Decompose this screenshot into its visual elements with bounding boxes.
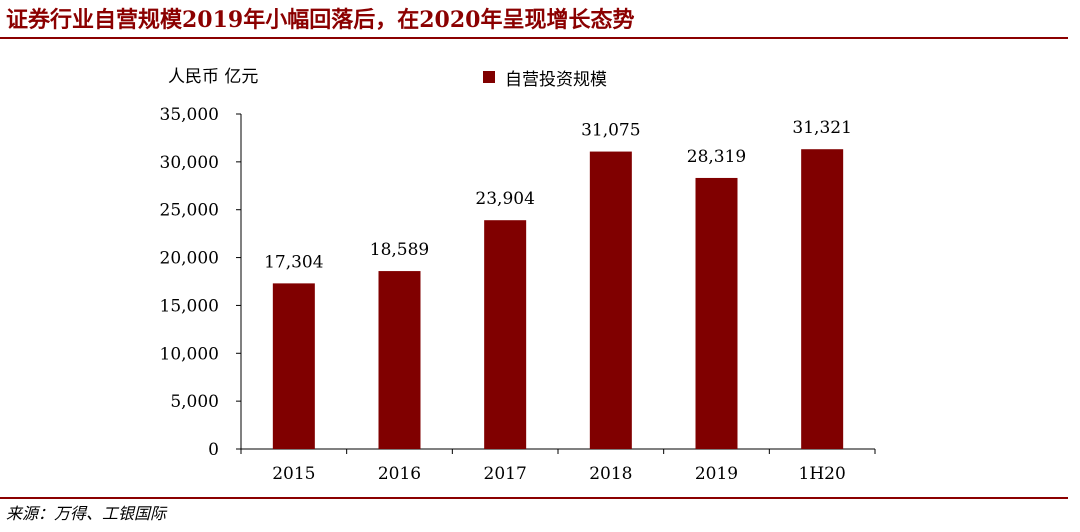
bar — [589, 151, 632, 449]
source-divider — [0, 497, 1068, 499]
bar — [801, 149, 844, 449]
y-tick-label: 25,000 — [160, 201, 219, 221]
bar-value-label: 18,589 — [370, 240, 429, 260]
bar — [272, 283, 315, 449]
x-tick-label: 2019 — [695, 464, 738, 484]
bar — [695, 177, 738, 449]
source-note: 来源：万得、工银国际 — [6, 504, 167, 523]
legend-swatch — [483, 71, 495, 83]
x-tick-label: 2018 — [589, 464, 632, 484]
chart-legend: 自营投资规模 — [483, 66, 607, 90]
bar — [378, 271, 421, 449]
bar-value-label: 23,904 — [475, 189, 534, 209]
y-tick-label: 0 — [208, 440, 219, 460]
x-tick-label: 2016 — [378, 464, 421, 484]
title-divider — [0, 37, 1068, 39]
x-tick-label: 2017 — [484, 464, 527, 484]
y-tick-label: 5,000 — [170, 392, 219, 412]
bar-value-label: 31,321 — [792, 118, 851, 138]
legend-label: 自营投资规模 — [505, 69, 607, 90]
y-tick-label: 15,000 — [160, 296, 219, 316]
y-tick-label: 10,000 — [160, 344, 219, 364]
y-tick-label: 30,000 — [160, 153, 219, 173]
y-tick-label: 35,000 — [160, 105, 219, 125]
bar — [484, 220, 527, 449]
chart-bars — [272, 149, 844, 449]
x-tick-label: 1H20 — [799, 464, 846, 484]
bar-value-label: 17,304 — [264, 252, 323, 272]
chart-labels: 17,304 2015 18,589 2016 23,904 2017 31,075 2018… — [264, 118, 852, 484]
page-title: 证券行业自营规模2019年小幅回落后，在2020年呈现增长态势 — [6, 7, 635, 33]
x-tick-label: 2015 — [272, 464, 315, 484]
y-tick-label: 20,000 — [160, 249, 219, 269]
bar-value-label: 31,075 — [581, 121, 640, 141]
chart-axes: 0 5,000 10,000 15,000 20,000 25,000 30,000 35,0… — [160, 105, 876, 460]
y-axis-unit-label: 人民币 亿元 — [168, 67, 259, 87]
bar-value-label: 28,319 — [687, 147, 746, 167]
